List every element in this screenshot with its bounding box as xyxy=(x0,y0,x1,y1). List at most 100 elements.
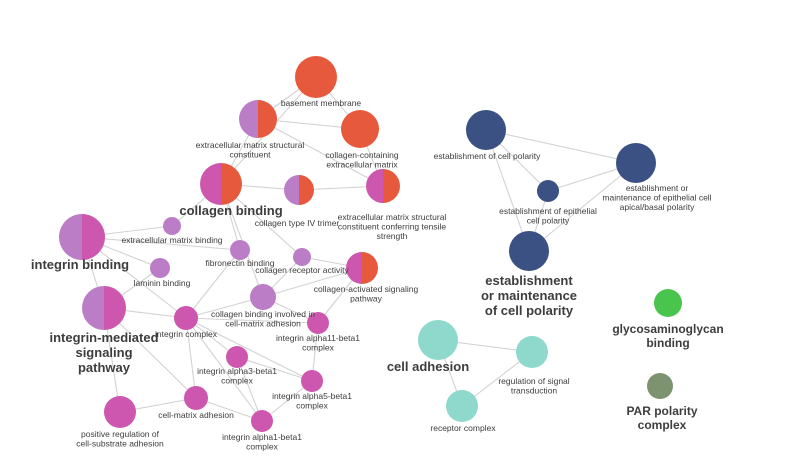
node-label-integrin-alpha11-beta1: integrin alpha11-beta1 complex xyxy=(276,333,360,353)
edge-integrin-alpha3-beta1--integrin-alpha5-beta1 xyxy=(236,356,313,382)
node-label-collagen-activated-signaling: collagen-activated signaling pathway xyxy=(314,284,419,304)
node-label-receptor-complex: receptor complex xyxy=(430,423,496,433)
node-circle xyxy=(537,180,559,202)
node-positive-regulation-cell-substrate-adhesion[interactable] xyxy=(104,396,136,428)
node-label-collagen-receptor-activity: collagen receptor activity xyxy=(255,265,349,275)
node-half-left xyxy=(239,100,258,138)
node-circle xyxy=(341,110,379,148)
node-label-integrin-mediated-signaling: integrin-mediated signaling pathway xyxy=(49,330,158,375)
node-half-right xyxy=(104,286,126,330)
node-label-collagen-binding: collagen binding xyxy=(179,203,282,218)
node-label-est-maint-cell-polarity: establishment or maintenance of cell polar… xyxy=(481,273,577,318)
node-label-cell-matrix-adhesion: cell-matrix adhesion xyxy=(158,410,234,420)
node-laminin-binding[interactable] xyxy=(150,258,170,278)
node-label-est-maint-epithelial-apical-basal: establishment or maintenance of epithelia… xyxy=(602,183,711,212)
node-label-ecm-binding: extracellular matrix binding xyxy=(121,235,222,245)
node-regulation-signal-transduction[interactable] xyxy=(516,336,548,368)
node-cell-matrix-adhesion[interactable] xyxy=(184,386,208,410)
node-circle xyxy=(509,231,549,271)
node-par-polarity-complex[interactable] xyxy=(647,373,673,399)
node-circle xyxy=(301,370,323,392)
node-half-right xyxy=(383,169,400,203)
node-glycosaminoglycan-binding[interactable] xyxy=(654,289,682,317)
node-circle xyxy=(654,289,682,317)
node-integrin-binding[interactable] xyxy=(59,214,105,260)
node-label-collagen-type-iv-trimer: collagen type IV trimer xyxy=(255,218,340,228)
node-label-positive-regulation-cell-substrate-adhesion: positive regulation of cell-substrate adh… xyxy=(76,429,164,449)
node-label-integrin-alpha5-beta1: integrin alpha5-beta1 complex xyxy=(272,391,352,411)
node-integrin-alpha1-beta1[interactable] xyxy=(251,410,273,432)
node-integrin-alpha5-beta1[interactable] xyxy=(301,370,323,392)
node-label-regulation-signal-transduction: regulation of signal transduction xyxy=(498,376,569,396)
node-label-integrin-alpha3-beta1: integrin alpha3-beta1 complex xyxy=(197,366,277,386)
node-circle xyxy=(293,248,311,266)
node-label-fibronectin-binding: fibronectin binding xyxy=(206,258,275,268)
edge-integrin-complex--integrin-alpha5-beta1 xyxy=(185,317,313,382)
node-est-maint-cell-polarity[interactable] xyxy=(509,231,549,271)
node-fibronectin-binding[interactable] xyxy=(230,240,250,260)
node-circle xyxy=(250,284,276,310)
edge-integrin-complex--integrin-alpha11-beta1 xyxy=(185,317,319,324)
node-collagen-type-iv-trimer[interactable] xyxy=(284,175,314,205)
node-ecm-structural-constituent[interactable] xyxy=(239,100,277,138)
node-receptor-complex[interactable] xyxy=(446,390,478,422)
node-circle xyxy=(163,217,181,235)
node-ecm-binding[interactable] xyxy=(163,217,181,235)
node-half-left xyxy=(82,286,104,330)
node-integrin-alpha3-beta1[interactable] xyxy=(226,346,248,368)
node-ecm-tensile-strength[interactable] xyxy=(366,169,400,203)
node-half-right xyxy=(82,214,105,260)
node-half-left xyxy=(366,169,383,203)
node-label-integrin-complex: integrin complex xyxy=(155,329,218,339)
node-circle xyxy=(516,336,548,368)
node-collagen-containing-ecm[interactable] xyxy=(341,110,379,148)
edge-ecm-structural-constituent--ecm-tensile-strength xyxy=(257,118,384,187)
node-half-right xyxy=(362,252,378,284)
node-circle xyxy=(226,346,248,368)
node-label-integrin-binding: integrin binding xyxy=(31,257,129,272)
node-label-integrin-alpha1-beta1: integrin alpha1-beta1 complex xyxy=(222,432,302,452)
node-circle xyxy=(230,240,250,260)
node-circle xyxy=(647,373,673,399)
edge-integrin-complex--integrin-alpha1-beta1 xyxy=(185,317,263,422)
node-est-maint-epithelial-apical-basal[interactable] xyxy=(616,143,656,183)
node-cell-adhesion[interactable] xyxy=(418,320,458,360)
node-collagen-binding-cma[interactable] xyxy=(250,284,276,310)
node-label-establishment-of-cell-polarity: establishment of cell polarity xyxy=(434,151,542,161)
node-circle xyxy=(616,143,656,183)
node-half-left xyxy=(346,252,362,284)
edge-collagen-binding-cma--integrin-complex xyxy=(185,296,264,319)
node-circle xyxy=(104,396,136,428)
node-collagen-activated-signaling[interactable] xyxy=(346,252,378,284)
node-half-left xyxy=(284,175,299,205)
node-half-left xyxy=(200,163,221,205)
edge-est-maint-cell-polarity--est-maint-epithelial-apical-basal xyxy=(528,162,637,252)
node-circle xyxy=(295,56,337,98)
edge-collagen-activated-signaling--collagen-binding-cma xyxy=(262,267,363,298)
node-circle xyxy=(150,258,170,278)
node-establishment-of-cell-polarity[interactable] xyxy=(466,110,506,150)
node-collagen-receptor-activity[interactable] xyxy=(293,248,311,266)
labels-layer: basement membrane extracellular matrix st… xyxy=(31,98,724,452)
edge-integrin-alpha3-beta1--integrin-alpha1-beta1 xyxy=(236,356,263,422)
node-establishment-epithelial-cell-polarity[interactable] xyxy=(537,180,559,202)
node-label-ecm-tensile-strength: extracellular matrix structural constitue… xyxy=(338,212,447,241)
node-half-right xyxy=(299,175,314,205)
node-label-par-polarity-complex: PAR polarity complex xyxy=(626,404,697,432)
node-integrin-complex[interactable] xyxy=(174,306,198,330)
node-circle xyxy=(174,306,198,330)
node-integrin-mediated-signaling[interactable] xyxy=(82,286,126,330)
node-integrin-alpha11-beta1[interactable] xyxy=(307,312,329,334)
nodes-layer xyxy=(59,56,682,432)
node-half-right xyxy=(258,100,277,138)
edge-integrin-binding--fibronectin-binding xyxy=(81,236,241,251)
edge-establishment-of-cell-polarity--est-maint-cell-polarity xyxy=(485,129,530,252)
node-basement-membrane[interactable] xyxy=(295,56,337,98)
node-label-ecm-structural-constituent: extracellular matrix structural constitue… xyxy=(196,140,305,160)
node-label-establishment-epithelial-cell-polarity: establishment of epithelial cell polarity xyxy=(499,206,597,226)
node-collagen-binding[interactable] xyxy=(200,163,242,205)
node-label-collagen-containing-ecm: collagen-containing extracellular matrix xyxy=(325,150,399,170)
edge-integrin-complex--cell-matrix-adhesion xyxy=(185,317,197,399)
node-label-cell-adhesion: cell adhesion xyxy=(387,359,469,374)
